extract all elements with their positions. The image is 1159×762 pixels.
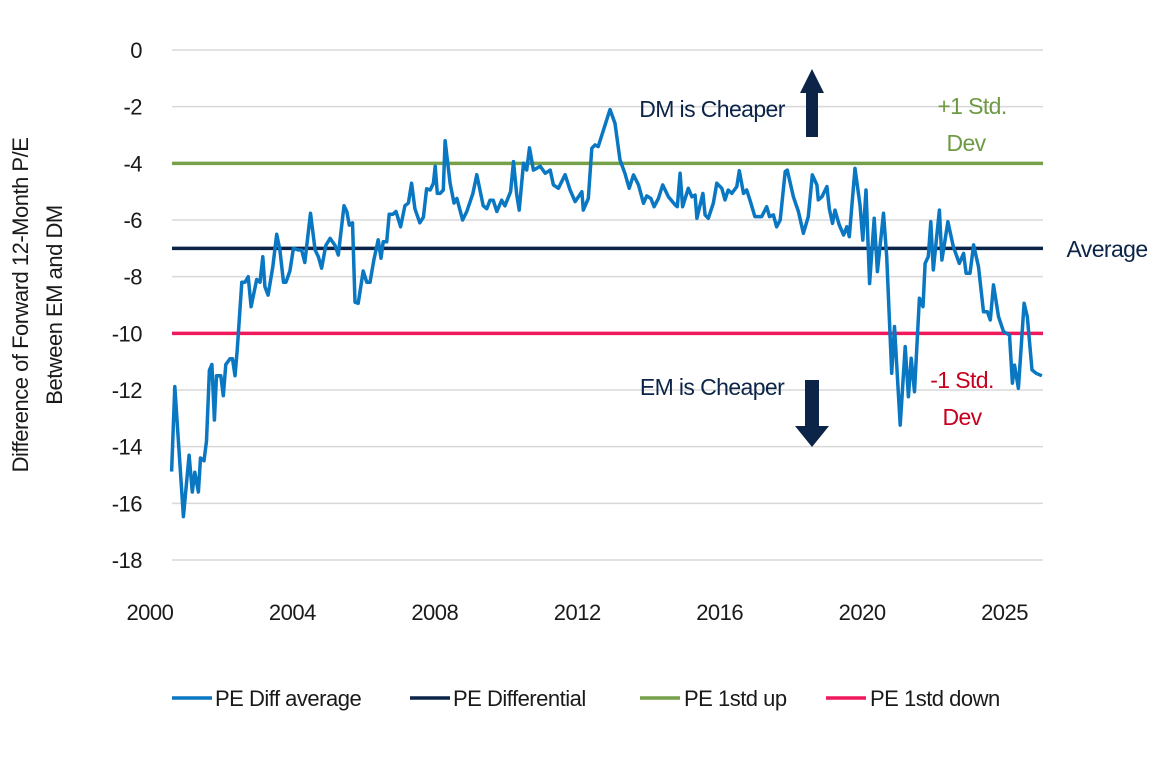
legend: PE Diff average PE Differential PE 1std … bbox=[172, 686, 1000, 711]
x-tick-label: 2016 bbox=[696, 600, 743, 625]
y-axis-label: Difference of Forward 12-Month P/E bbox=[8, 138, 33, 473]
y-tick-label: -16 bbox=[112, 491, 143, 516]
gridlines bbox=[172, 49, 1043, 561]
y-tick-label: -10 bbox=[112, 321, 143, 346]
y-axis-ticks: 0 -2 -4 -6 -8 -10 -12 -14 -16 -18 bbox=[112, 38, 143, 573]
legend-label-pe-1std-down: PE 1std down bbox=[870, 686, 1000, 711]
y-tick-label: -6 bbox=[123, 208, 142, 233]
x-tick-label: 2004 bbox=[269, 600, 316, 625]
annotation-plus-std-line2: Dev bbox=[946, 130, 986, 156]
y-tick-label: -12 bbox=[112, 378, 143, 403]
legend-label-pe-1std-up: PE 1std up bbox=[684, 686, 787, 711]
y-tick-label: -4 bbox=[123, 151, 142, 176]
series-line-pe-diff-average bbox=[169, 107, 1043, 519]
arrow-down-icon bbox=[795, 380, 829, 447]
arrow-up-icon bbox=[800, 69, 824, 137]
annotation-minus-std: -1 Std. bbox=[930, 367, 994, 393]
annotation-em-cheaper: EM is Cheaper bbox=[640, 374, 785, 400]
legend-label-pe-diff-average: PE Diff average bbox=[215, 686, 361, 711]
x-tick-label: 2020 bbox=[839, 600, 886, 625]
x-axis-ticks: 2000 2004 2008 2012 2016 2020 2025 bbox=[126, 600, 1028, 625]
y-axis-label-line2: Between EM and DM bbox=[42, 205, 67, 404]
annotation-plus-std: +1 Std. bbox=[937, 93, 1006, 119]
legend-label-pe-differential: PE Differential bbox=[453, 686, 586, 711]
x-tick-label: 2012 bbox=[554, 600, 601, 625]
annotation-minus-std-line2: Dev bbox=[942, 404, 982, 430]
annotation-dm-cheaper: DM is Cheaper bbox=[639, 96, 786, 122]
x-tick-label: 2000 bbox=[126, 600, 173, 625]
y-tick-label: -2 bbox=[123, 95, 142, 120]
x-tick-label: 2008 bbox=[411, 600, 458, 625]
annotation-average: Average bbox=[1066, 236, 1147, 262]
y-tick-label: -14 bbox=[112, 435, 143, 460]
y-tick-label: -8 bbox=[123, 265, 142, 290]
x-tick-label: 2025 bbox=[981, 600, 1028, 625]
y-tick-label: 0 bbox=[130, 38, 142, 63]
y-tick-label: -18 bbox=[112, 548, 143, 573]
reference-lines bbox=[172, 161, 1043, 336]
